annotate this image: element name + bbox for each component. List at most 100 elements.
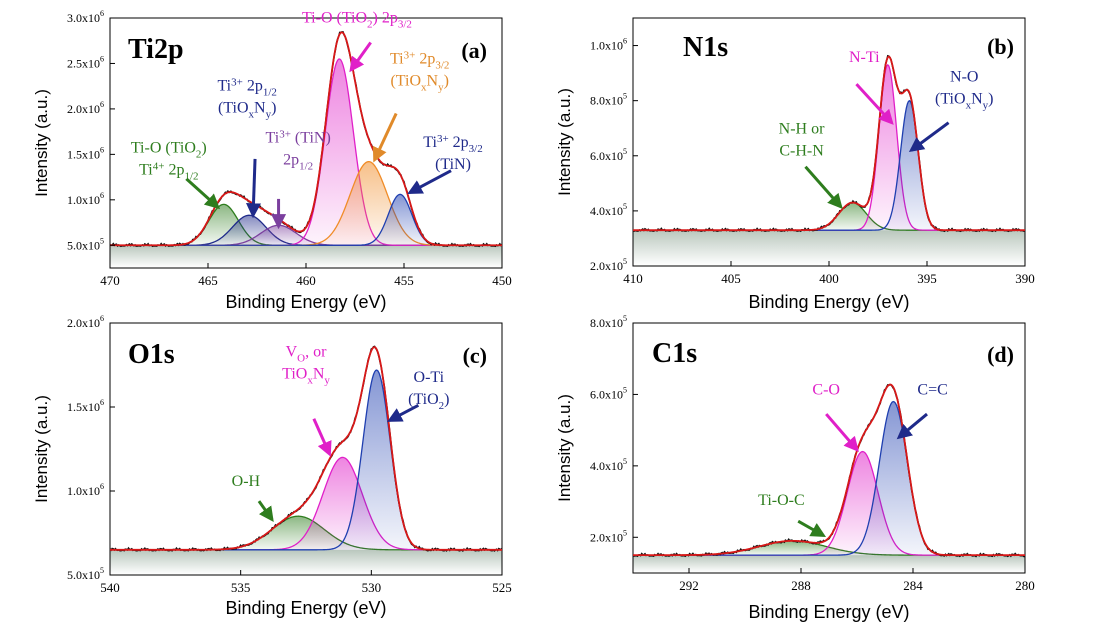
panel-d-axes: 292 288 284 280 2.0x105 4.0x105 6.0x105 8.0x105 [590,314,1035,593]
annotation-text: (TiO2) [408,391,449,412]
annotation-arrow [312,418,332,457]
annotation: Ti3+ 2p3/2(TiOxNy) [372,49,449,163]
annotation-text: Ti-O (TiO2) [131,140,207,161]
peak-curve [633,99,1025,231]
y-tick-label: 5.0x105 [67,236,104,252]
fit-envelope-line [633,383,1025,557]
y-tick-label: 4.0x105 [590,457,627,473]
peak-fill [110,457,502,550]
annotation-arrow [372,112,398,163]
baseline-fill [110,549,502,575]
annotation-text: Ti-O (TiO2) 2p3/2 [302,10,412,31]
panel-b-annotations: N-H or C-H-N N-Ti N-O (TiOxNy) [779,49,993,210]
peak-fill [633,202,1025,231]
panel-c-tag: (c) [463,343,487,368]
panel-a-baseline-fill [110,245,502,268]
annotation-text: C=C [917,381,947,398]
panel-d-baseline-fill [633,555,1025,573]
panel-d-annotations: Ti-O-C C-O C=C [758,381,948,537]
annotation-text: N-H or [779,121,825,138]
x-tick-label: 455 [394,273,414,288]
annotation-text: (TiOxNy) [218,100,276,121]
x-tick-label: 540 [100,580,120,595]
panel-c-curves [109,345,503,553]
fit-envelope-line [110,346,502,551]
panel-c-title: O1s [128,339,175,370]
annotation-arrow [855,83,894,125]
panel-a-y-label: Intensity (a.u.) [32,89,51,197]
panel-c-frame [109,322,503,576]
panel-a: 470 465 460 455 450 5.0x105 1.0x106 1.5x106 2.0x… [32,9,512,312]
fit-envelope-line [110,31,502,247]
annotation: Ti-O (TiO2) 2p3/2 [302,10,412,73]
y-tick-label: 4.0x105 [590,202,627,218]
panel-d-title: C1s [652,338,697,369]
peak-curve [633,400,1025,556]
annotation-text: N-Ti [849,49,880,66]
annotation-text: Ti4+ 2p1/2 [139,161,198,183]
annotation-text: 2p1/2 [283,152,313,173]
x-tick-label: 450 [492,273,512,288]
annotation-arrow [825,413,859,453]
x-tick-label: 395 [917,271,937,286]
y-tick-label: 8.0x105 [590,314,627,330]
panel-b-curves [632,54,1026,233]
panel-a-axes: 470 465 460 455 450 5.0x105 1.0x106 1.5x106 2.0x… [67,9,512,288]
annotation: Ti3+ 2p1/2(TiOxNy) [217,77,277,219]
panel-d-tag: (d) [987,342,1014,367]
x-tick-label: 470 [100,273,120,288]
annotation: Ti3+ 2p3/2(TiN) [407,133,483,194]
y-tick-label: 1.0x106 [67,191,104,207]
annotation-text: (TiOxNy) [390,72,448,93]
annotation-text: N-O [950,68,978,85]
annotation: N-H or C-H-N [779,121,843,210]
annotation-arrow [407,169,452,194]
panel-a-tag: (a) [461,38,487,63]
annotation: N-Ti [849,49,894,125]
panel-b-axes: 410 405 400 395 390 2.0x105 4.0x105 6.0x105 8.0x… [590,37,1035,286]
annotation-arrow [257,500,274,523]
y-tick-label: 6.0x105 [590,385,627,401]
y-tick-label: 1.5x106 [67,398,104,414]
baseline-fill [633,230,1025,266]
peak-fill [110,194,502,246]
annotation-text: Ti3+ 2p1/2 [217,77,276,99]
x-tick-label: 284 [903,578,923,593]
y-tick-label: 2.0x106 [67,314,104,330]
annotation: Ti3+ (TiN) 2p1/2 [266,129,331,230]
panel-d-y-label: Intensity (a.u.) [555,394,574,502]
x-tick-label: 410 [623,271,643,286]
annotation-arrow [185,177,221,210]
annotation-text: Ti-O-C [758,492,805,509]
panel-c-y-label: Intensity (a.u.) [32,395,51,503]
x-tick-label: 405 [721,271,741,286]
y-tick-label: 2.0x106 [67,100,104,116]
annotation: Ti-O-C [758,492,827,537]
peak-curve [633,63,1025,231]
fit-envelope-line [633,55,1025,232]
x-tick-label: 460 [296,273,316,288]
x-tick-label: 525 [492,580,512,595]
annotation-arrow [386,403,420,422]
panel-d: 292 288 284 280 2.0x105 4.0x105 6.0x105 8.0x105… [555,314,1035,622]
y-tick-label: 6.0x105 [590,147,627,163]
y-tick-label: 2.0x105 [590,528,627,544]
peak-curve [633,450,1025,556]
panel-b-peaks [633,63,1025,231]
peak-fill [633,451,1025,556]
panel-c-x-label: Binding Energy (eV) [225,598,386,618]
annotation-text: O-H [232,473,261,490]
panel-a-title: Ti2p [128,34,184,65]
annotation-text: Ti3+ 2p3/2 [423,133,482,155]
panel-b-title: N1s [683,32,728,63]
panel-b-y-label: Intensity (a.u.) [555,88,574,196]
annotation-text: O-Ti [414,369,445,386]
annotation-text: TiOxNy [282,366,330,387]
panel-a-x-label: Binding Energy (eV) [225,292,386,312]
annotation-arrow [797,519,827,537]
peak-fill [633,401,1025,556]
x-tick-label: 390 [1015,271,1035,286]
